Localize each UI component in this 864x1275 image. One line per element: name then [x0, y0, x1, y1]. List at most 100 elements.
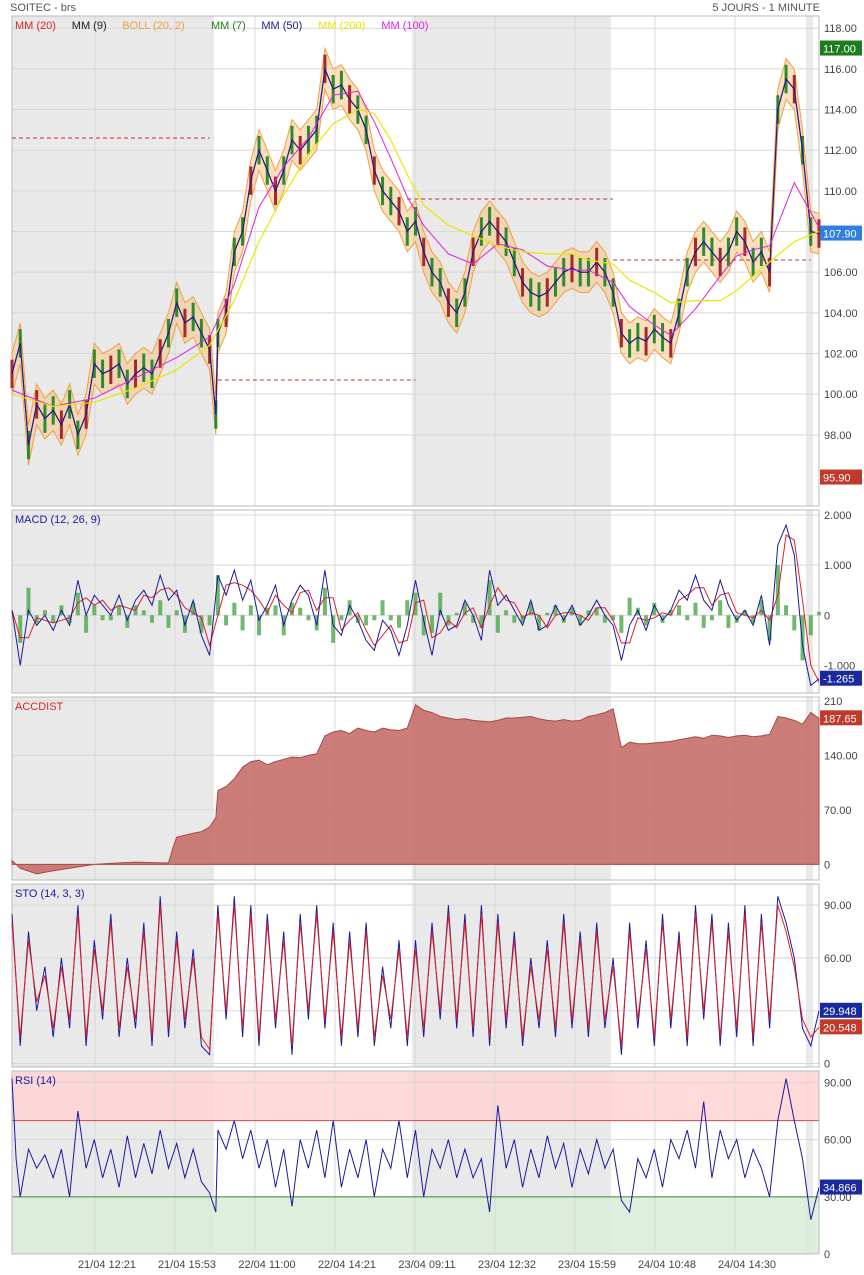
price-tick-label: 110.00	[824, 186, 857, 198]
macd-session-shade	[806, 510, 813, 693]
macd-histogram-bar	[347, 600, 352, 616]
macd-histogram-bar	[693, 602, 698, 616]
price-session-shade	[806, 16, 813, 506]
macd-histogram-bar	[784, 605, 789, 616]
macd-histogram-bar	[759, 600, 764, 616]
macd-histogram-bar	[18, 615, 23, 643]
macd-histogram-bar	[734, 615, 739, 623]
price-tick-label: 100.00	[824, 389, 858, 401]
x-axis-label: 23/04 12:32	[478, 1259, 536, 1271]
macd-histogram-bar	[504, 610, 509, 616]
x-axis-label: 24/04 10:48	[638, 1259, 696, 1271]
bollinger-band	[11, 46, 820, 466]
price-value-badge-label: 107.90	[823, 229, 857, 241]
macd-histogram-bar	[232, 602, 237, 616]
price-tick-label: 112.00	[824, 145, 857, 157]
x-axis-label: 24/04 14:30	[718, 1259, 776, 1271]
macd-histogram-bar	[569, 607, 574, 616]
rsi-tick-label: 30.00	[824, 1192, 852, 1204]
price-legend-item: MM (200)	[318, 20, 365, 32]
macd-histogram-bar	[545, 612, 550, 616]
macd-histogram-bar	[100, 615, 105, 621]
macd-histogram-bar	[685, 615, 690, 621]
macd-histogram-bar	[306, 615, 311, 621]
mm100-line	[11, 90, 820, 407]
macd-histogram-bar	[619, 615, 624, 633]
price-tick-label: 118.00	[824, 23, 857, 35]
price-tick-label: 102.00	[824, 349, 858, 361]
macd-tick-label: -1.000	[824, 660, 855, 672]
macd-histogram-bar	[751, 615, 756, 623]
macd-histogram-bar	[265, 607, 270, 616]
sto-legend-item: STO (14, 3, 3)	[15, 888, 85, 900]
accdist-legend-item: ACCDIST	[15, 701, 64, 713]
price-value-badge-label: 95.90	[823, 473, 851, 485]
macd-histogram-bar	[51, 615, 56, 623]
macd-histogram-bar	[668, 610, 673, 616]
accdist-value-badge	[820, 710, 862, 726]
price-legend-item: MM (7)	[211, 20, 246, 32]
price-value-badge	[820, 469, 862, 485]
macd-histogram-bar	[92, 605, 97, 616]
macd-histogram-bar	[322, 587, 327, 616]
macd-histogram-bar	[775, 565, 780, 616]
macd-histogram-bar	[611, 615, 616, 621]
macd-histogram-bar	[199, 615, 204, 633]
price-tick-label: 116.00	[824, 64, 857, 76]
macd-histogram-bar	[75, 592, 80, 616]
macd-histogram-bar	[767, 615, 772, 641]
accdist-tick-label: 70.00	[824, 805, 852, 817]
price-panel-frame	[11, 15, 820, 507]
sto-value-badge-label: 20.548	[823, 1022, 857, 1034]
macd-line	[11, 523, 820, 687]
macd-histogram-bar	[141, 610, 146, 616]
macd-histogram-bar	[660, 615, 665, 623]
macd-tick-label: 1.000	[824, 560, 852, 572]
sto-panel-frame	[11, 883, 820, 1068]
sto-d-line	[11, 904, 820, 1051]
macd-histogram-bar	[471, 615, 476, 623]
macd-histogram-bar	[800, 615, 805, 661]
macd-histogram-bar	[84, 615, 89, 633]
macd-histogram-bar	[388, 615, 393, 621]
sto-tick-label: 60.00	[824, 953, 852, 965]
rsi-value-badge	[820, 1179, 862, 1195]
rsi-tick-label: 60.00	[824, 1135, 852, 1147]
price-tick-label: 104.00	[824, 308, 858, 320]
price-tick-label: 106.00	[824, 267, 858, 279]
x-axis-label: 21/04 15:53	[158, 1259, 216, 1271]
macd-histogram-bar	[166, 615, 171, 628]
macd-histogram-bar	[677, 605, 682, 616]
macd-histogram-bar	[495, 615, 500, 633]
price-legend-item: MM (50)	[261, 20, 302, 32]
macd-histogram-bar	[652, 602, 657, 616]
macd-histogram-bar	[207, 615, 212, 626]
macd-histogram-bar	[158, 600, 163, 616]
x-axis-label: 22/04 14:21	[318, 1259, 376, 1271]
macd-histogram-bar	[67, 615, 72, 623]
accdist-value-badge-label: 187.65	[823, 713, 857, 725]
macd-histogram-bar	[553, 605, 558, 616]
x-axis-label: 21/04 12:21	[78, 1259, 136, 1271]
price-tick-label: 114.00	[824, 105, 857, 117]
price-legend-item: MM (100)	[381, 20, 428, 32]
macd-histogram-bar	[627, 597, 632, 616]
macd-panel-frame	[11, 509, 820, 694]
macd-value-badge-label: -1.265	[823, 674, 854, 686]
macd-histogram-bar	[701, 615, 706, 628]
macd-histogram-bar	[520, 615, 525, 623]
macd-histogram-bar	[298, 607, 303, 616]
rsi-legend-item: RSI (14)	[15, 1075, 56, 1087]
macd-histogram-bar	[224, 615, 229, 626]
macd-histogram-bar	[42, 610, 47, 616]
macd-histogram-bar	[331, 615, 336, 643]
macd-histogram-bar	[372, 615, 377, 621]
macd-histogram-bar	[487, 580, 492, 616]
macd-histogram-bar	[561, 615, 566, 623]
macd-histogram-bar	[108, 615, 113, 621]
macd-histogram-bar	[380, 600, 385, 616]
macd-histogram-bar	[438, 592, 443, 616]
macd-histogram-bar	[174, 610, 179, 616]
price-value-badge	[820, 40, 862, 56]
